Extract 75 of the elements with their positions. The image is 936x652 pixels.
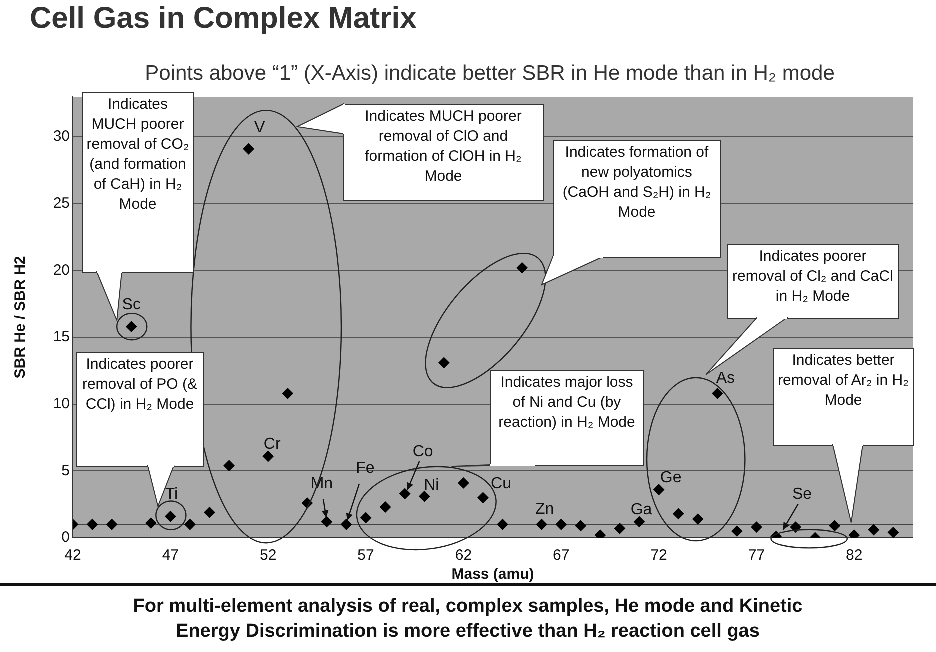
annotation: Co: [412, 443, 434, 460]
point: [478, 492, 489, 504]
point: [829, 520, 840, 532]
x-tick-label: 47: [162, 547, 180, 564]
annotation: Cu: [491, 475, 512, 492]
x-axis-title: Mass (amu): [452, 566, 534, 584]
text: For multi-element analysis of real, complex samples, He mode and Kinetic Energy Discrimination is more effective than H₂ reaction cell gas: [132, 595, 804, 644]
point: [458, 478, 470, 489]
x-tick-label: 77: [748, 547, 766, 564]
y-tick-label: 30: [53, 128, 70, 146]
point: [732, 526, 743, 537]
annotation: Indicates better removal of Ar₂ in H₂ Mode: [773, 348, 914, 446]
point: [654, 484, 665, 496]
x-tick-label: 67: [553, 547, 570, 564]
y-tick-label: 20: [53, 262, 70, 279]
annotation: Ti: [165, 486, 178, 504]
point: [888, 527, 899, 538]
point: [575, 520, 586, 532]
point: [692, 514, 704, 525]
annotation: Se: [792, 486, 812, 504]
point: [536, 519, 548, 530]
y-tick-label: 15: [53, 328, 70, 346]
point: [790, 522, 802, 533]
annotation: V: [254, 120, 266, 137]
annotation: Indicates major loss of Ni and Cu (by reaction) in H₂ Mode: [490, 370, 644, 466]
point: [243, 144, 254, 155]
x-tick-label: 82: [846, 547, 863, 564]
point: [516, 262, 528, 274]
annotation: Ge: [660, 469, 682, 486]
x-tick-label: 42: [64, 547, 82, 564]
point: [419, 491, 430, 502]
annotation: Indicates MUCH poorer removal of CO₂ (and formation of CaH) in H₂ Mode: [82, 92, 194, 273]
point: [868, 524, 880, 536]
annotation: Indicates poorer removal of PO (& CCl) in H₂ Mode: [76, 352, 204, 467]
y-tick-label: 10: [53, 396, 70, 413]
annotation: Ga: [630, 501, 652, 518]
x-tick-label: 52: [260, 547, 277, 564]
point: [106, 519, 118, 530]
point: [751, 522, 762, 533]
annotation: Ni: [424, 476, 440, 494]
annotation: Indicates MUCH poorer removal of ClO and formation of ClOH in H₂ Mode: [343, 104, 544, 201]
chart-title: Cell Gas in Complex Matrix: [30, 2, 417, 36]
point: [712, 388, 724, 400]
point: [224, 460, 235, 472]
annotation: Indicates poorer removal of Cl₂ and CaCl in H₂ Mode: [727, 244, 899, 319]
annotation: Cr: [264, 436, 282, 453]
point: [321, 516, 332, 528]
point: [556, 519, 567, 530]
y-axis-title: SBR He / SBR H2: [12, 256, 30, 379]
point: [614, 523, 626, 534]
point: [87, 519, 98, 530]
point: [340, 519, 352, 530]
point: [146, 518, 157, 529]
annotation: Zn: [536, 501, 554, 518]
point: [262, 450, 274, 462]
x-tick-label: 72: [650, 547, 668, 564]
chart-subtitle: Points above “1” (X-Axis) indicate better SBR in He mode than in H₂ mode: [144, 62, 836, 86]
x-tick-label: 57: [358, 547, 374, 564]
annotation: As: [716, 370, 735, 388]
point: [360, 512, 372, 524]
point: [400, 488, 411, 500]
y-tick-label: 0: [62, 529, 70, 546]
point: [438, 357, 450, 368]
point: [282, 388, 294, 400]
point: [204, 507, 216, 518]
x-tick-label: 62: [455, 547, 472, 564]
point: [184, 519, 196, 530]
point: [634, 516, 646, 528]
y-tick-label: 5: [62, 462, 70, 480]
y-tick-label: 25: [53, 195, 70, 212]
point: [673, 508, 684, 520]
point: [497, 519, 508, 530]
annotation: Indicates formation of new polyatomics (CaOH and S₂H) in H₂ Mode: [553, 140, 721, 258]
point: [380, 502, 392, 513]
annotation: Sc: [122, 296, 141, 314]
